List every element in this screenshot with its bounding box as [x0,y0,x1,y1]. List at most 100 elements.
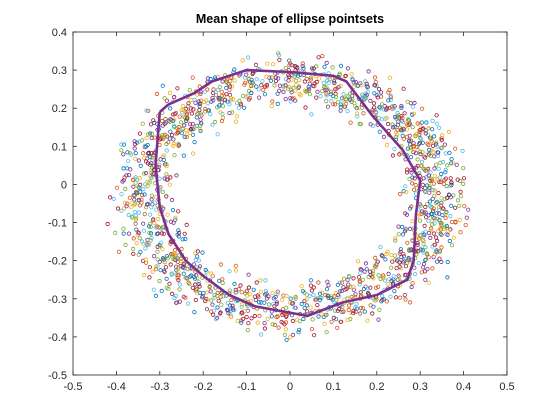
scatter-point [189,111,194,116]
scatter-point [209,298,214,303]
scatter-point [120,179,125,184]
scatter-point [395,258,400,263]
scatter-point [133,213,138,218]
scatter-point [365,85,370,90]
scatter-point [417,130,422,135]
scatter-point [383,107,389,112]
scatter-point [403,297,408,302]
scatter-point [198,123,203,128]
scatter-point [177,230,182,235]
scatter-point [269,314,274,319]
scatter-point [449,180,454,185]
scatter-point [171,143,176,149]
scatter-point [217,96,222,101]
scatter-point [204,297,209,302]
scatter-point [441,181,446,187]
scatter-point [162,260,167,265]
scatter-point [417,218,423,223]
scatter-point [121,226,126,231]
scatter-point [293,88,298,93]
x-tick-label: 0.5 [499,381,514,393]
scatter-point [407,300,412,305]
scatter-point [423,245,428,250]
scatter-point [202,89,208,94]
scatter-point [324,91,329,96]
scatter-point [256,95,262,100]
scatter-point [401,260,406,265]
scatter-point [144,241,149,246]
scatter-point [266,302,272,307]
scatter-point [275,91,280,96]
scatter-point [436,166,441,171]
scatter-point [390,153,396,158]
scatter-point [190,75,195,80]
scatter-point [425,266,430,272]
scatter-point [445,232,450,237]
scatter-point [304,303,309,308]
scatter-point [167,281,172,286]
scatter-point [338,105,343,110]
scatter-point [418,203,423,208]
scatter-point [324,312,329,317]
scatter-point [422,269,428,274]
scatter-point [284,337,289,342]
scatter-point [297,84,302,89]
scatter-point [389,265,394,270]
scatter-point [415,240,420,246]
scatter-point [400,232,406,237]
scatter-point [379,117,384,122]
scatter-point [288,96,293,101]
scatter-point [108,195,113,200]
scatter-point [191,262,196,267]
scatter-point [125,201,130,206]
scatter-point [230,303,235,308]
scatter-point [442,197,447,202]
scatter-point [355,114,360,119]
scatter-point [319,89,325,94]
scatter-point [379,253,384,258]
scatter-point [372,83,377,88]
scatter-point [296,327,302,332]
scatter-point [293,295,298,300]
scatter-point [395,122,401,127]
scatter-point [436,211,442,216]
scatter-point [144,108,149,113]
scatter-point [438,231,443,236]
scatter-point [466,207,471,212]
scatter-point [449,243,455,248]
scatter-point [227,102,232,107]
scatter-point [429,188,435,193]
scatter-point [397,260,402,265]
scatter-point [164,164,169,169]
scatter-point [302,79,307,84]
scatter-point [185,266,190,272]
scatter-point [346,307,351,312]
scatter-point [341,309,346,314]
scatter-point [276,53,281,58]
scatter-point [129,215,135,220]
scatter-point [425,168,430,173]
scatter-point [142,212,147,217]
scatter-point [187,282,192,287]
scatter-point [204,307,209,312]
scatter-point [421,154,427,159]
scatter-point [270,99,275,104]
scatter-point [366,69,371,74]
scatter-point [263,288,268,294]
scatter-point [196,110,201,115]
scatter-point [195,291,200,296]
scatter-point [368,269,373,274]
scatter-point [211,90,216,96]
scatter-point [187,88,192,93]
scatter-point [142,155,147,160]
y-tick-label: -0.1 [48,218,67,230]
scatter-point [179,108,184,113]
scatter-point [372,75,378,80]
scatter-point [164,98,169,103]
scatter-point [125,159,131,164]
scatter-point [148,231,154,236]
scatter-point [393,295,399,300]
scatter-point [405,117,411,122]
scatter-point [439,138,444,143]
scatter-point [151,287,156,292]
